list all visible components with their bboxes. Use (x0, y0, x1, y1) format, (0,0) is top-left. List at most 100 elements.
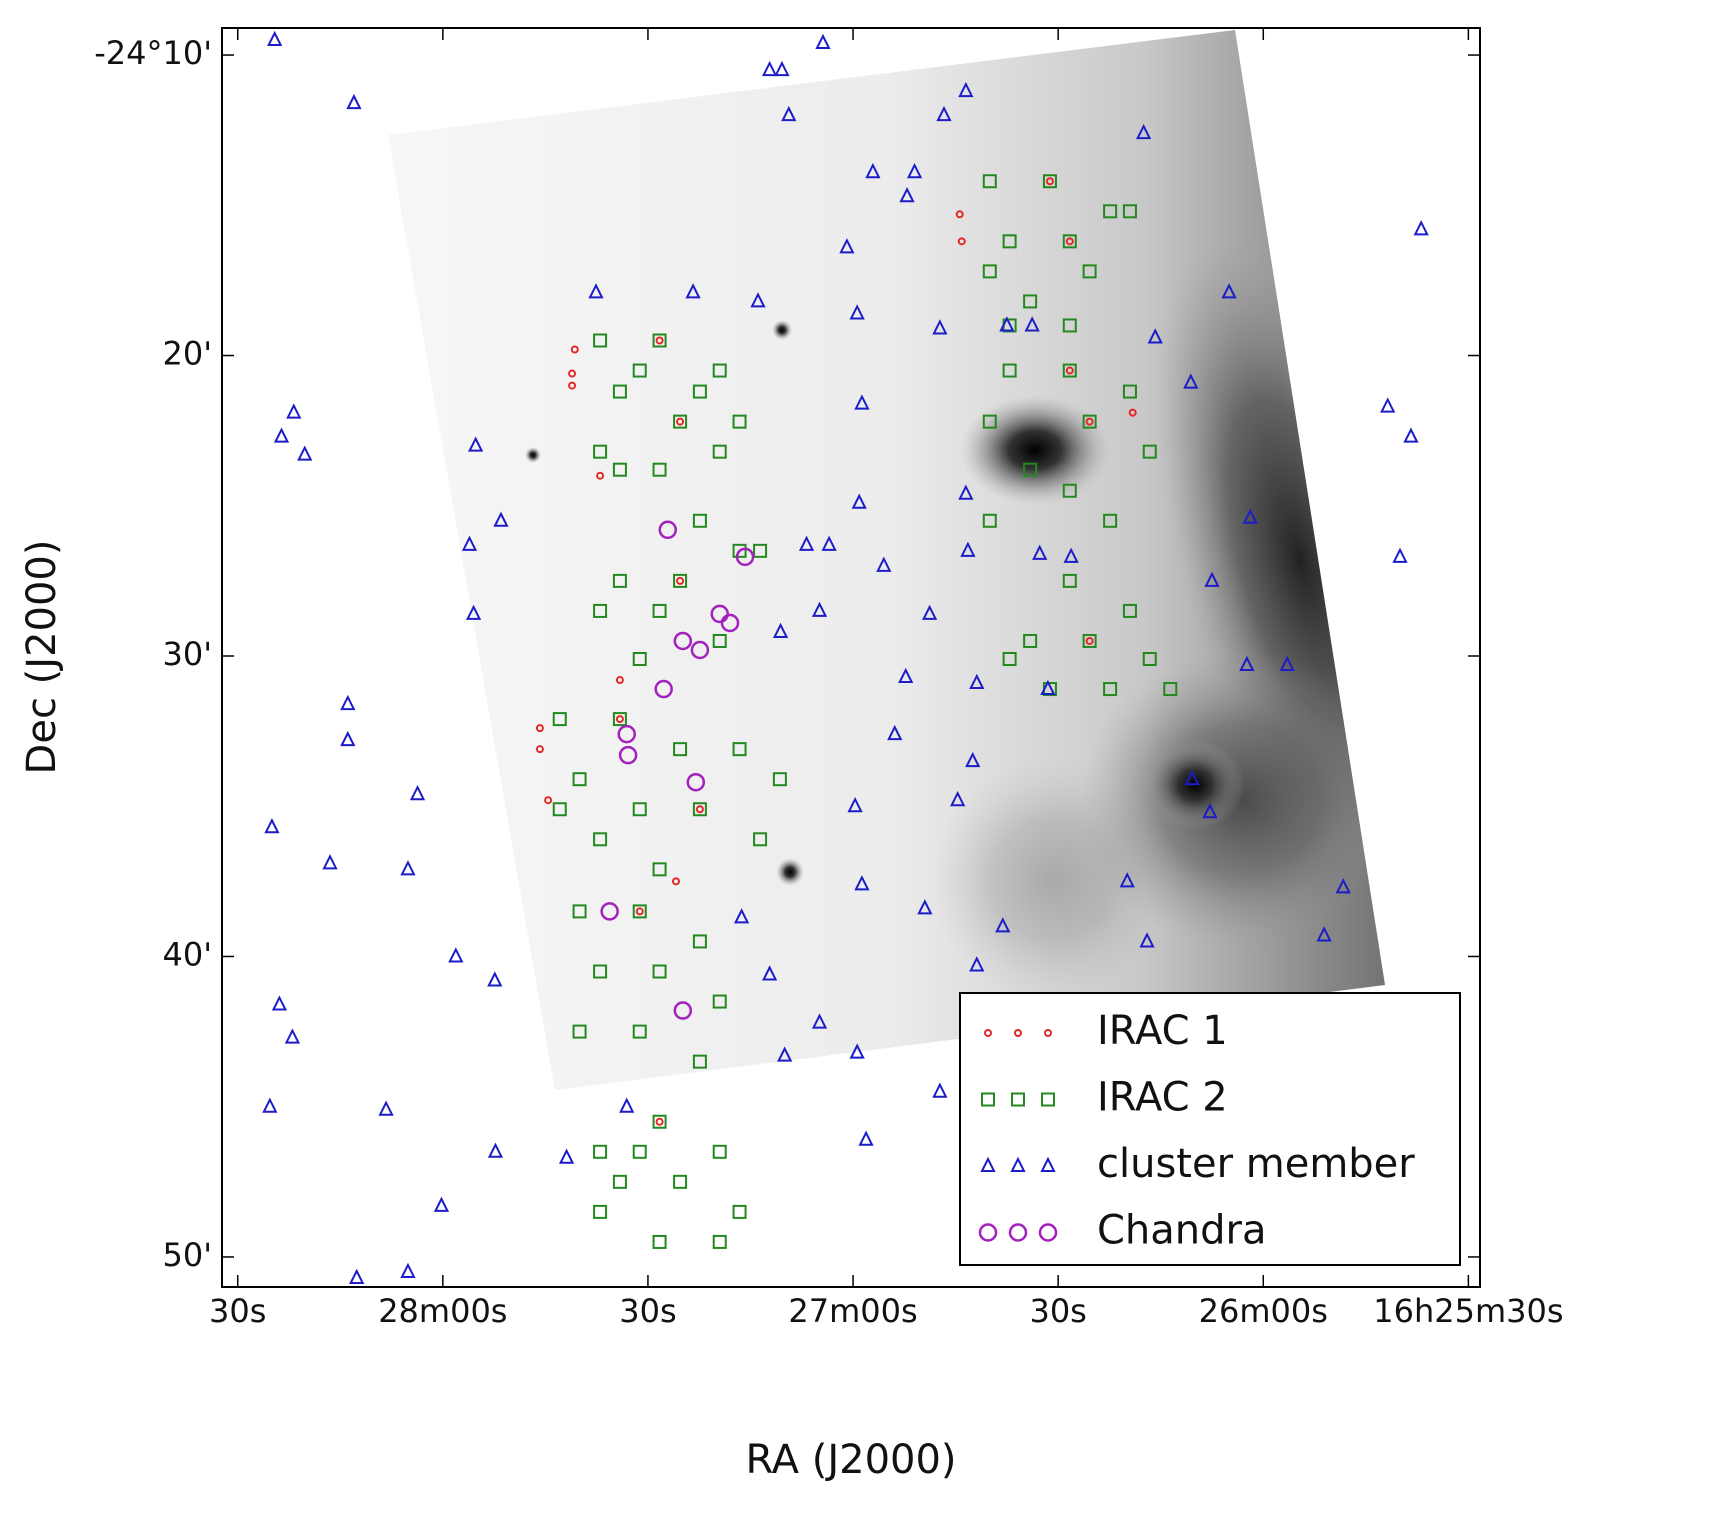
y-tick-label: -24°10' (94, 34, 212, 72)
point (615, 676, 624, 685)
point (982, 414, 997, 429)
point (617, 724, 636, 744)
point (1085, 417, 1094, 426)
point (487, 971, 503, 987)
point (652, 1234, 667, 1249)
point (712, 994, 727, 1009)
point (673, 742, 688, 757)
point (839, 238, 855, 254)
point (1142, 652, 1157, 667)
point (676, 576, 685, 585)
point (349, 1268, 365, 1284)
legend-box (959, 992, 1461, 1266)
point (712, 444, 727, 459)
point (612, 573, 627, 588)
x-tick-label: 30s (1029, 1292, 1086, 1330)
point (1023, 462, 1038, 477)
point (1002, 234, 1017, 249)
point (851, 493, 867, 509)
point (1042, 174, 1057, 189)
point (712, 1234, 727, 1249)
point (811, 1013, 828, 1029)
axes: 30s 28m00s 30s 27m00s 30s 26m00s 16h25m30s -24°… (94, 28, 1564, 1330)
point (568, 381, 577, 390)
legend: IRAC 1 IRAC 2 cluster member Chandra (959, 992, 1461, 1266)
point (753, 832, 768, 847)
point (632, 652, 647, 667)
point (1204, 571, 1220, 587)
point (762, 965, 778, 981)
point (652, 333, 667, 348)
point (271, 995, 288, 1011)
point (692, 1054, 707, 1069)
point (982, 513, 997, 528)
point (593, 444, 608, 459)
point (995, 917, 1011, 933)
point (854, 394, 870, 410)
point (655, 1117, 664, 1126)
point (958, 81, 974, 98)
point (284, 1028, 301, 1044)
point (922, 604, 938, 620)
point (615, 715, 624, 724)
point (632, 802, 647, 817)
point (732, 1204, 747, 1219)
point (898, 667, 914, 684)
point (1023, 294, 1038, 309)
point (969, 673, 985, 690)
point (570, 345, 579, 354)
point (1139, 932, 1155, 948)
point (1221, 283, 1237, 299)
point (692, 384, 707, 399)
point (685, 283, 701, 299)
point (815, 33, 831, 50)
point (652, 964, 667, 979)
point (710, 604, 729, 624)
legend-label: Chandra (1097, 1208, 1267, 1254)
point (958, 484, 974, 500)
point (673, 631, 693, 651)
point (960, 541, 976, 557)
point (652, 1114, 667, 1129)
legend-marker (984, 1029, 992, 1037)
point (1136, 123, 1152, 140)
point (1163, 682, 1178, 697)
point (865, 162, 881, 179)
point (750, 292, 766, 308)
point (378, 1100, 394, 1116)
legend-marker (1044, 1029, 1052, 1037)
point (652, 862, 667, 877)
point (821, 535, 837, 551)
point (487, 1142, 504, 1158)
point (917, 899, 933, 915)
point (619, 1097, 635, 1113)
point (618, 745, 638, 765)
point (932, 1082, 948, 1098)
point (1147, 328, 1163, 344)
legend-marker (1040, 1156, 1056, 1172)
point (654, 679, 673, 699)
point (1082, 414, 1097, 429)
point (774, 60, 790, 77)
point (854, 875, 870, 891)
point (965, 751, 981, 768)
point (692, 934, 707, 949)
point (1062, 363, 1077, 378)
point (552, 712, 567, 727)
point (1045, 177, 1054, 186)
point (346, 93, 362, 110)
point (906, 162, 923, 179)
point (732, 414, 747, 429)
point (1380, 397, 1396, 413)
sky-image (388, 30, 1385, 1090)
x-tick-label: 28m00s (378, 1292, 507, 1330)
legend-marker (1014, 1029, 1022, 1037)
point (732, 543, 747, 558)
point (400, 1262, 416, 1278)
point (982, 174, 997, 189)
points (262, 30, 1429, 1284)
point (1065, 237, 1074, 246)
legend-label: IRAC 2 (1097, 1075, 1228, 1121)
legend-marker (1010, 1156, 1026, 1172)
point (1392, 547, 1408, 563)
